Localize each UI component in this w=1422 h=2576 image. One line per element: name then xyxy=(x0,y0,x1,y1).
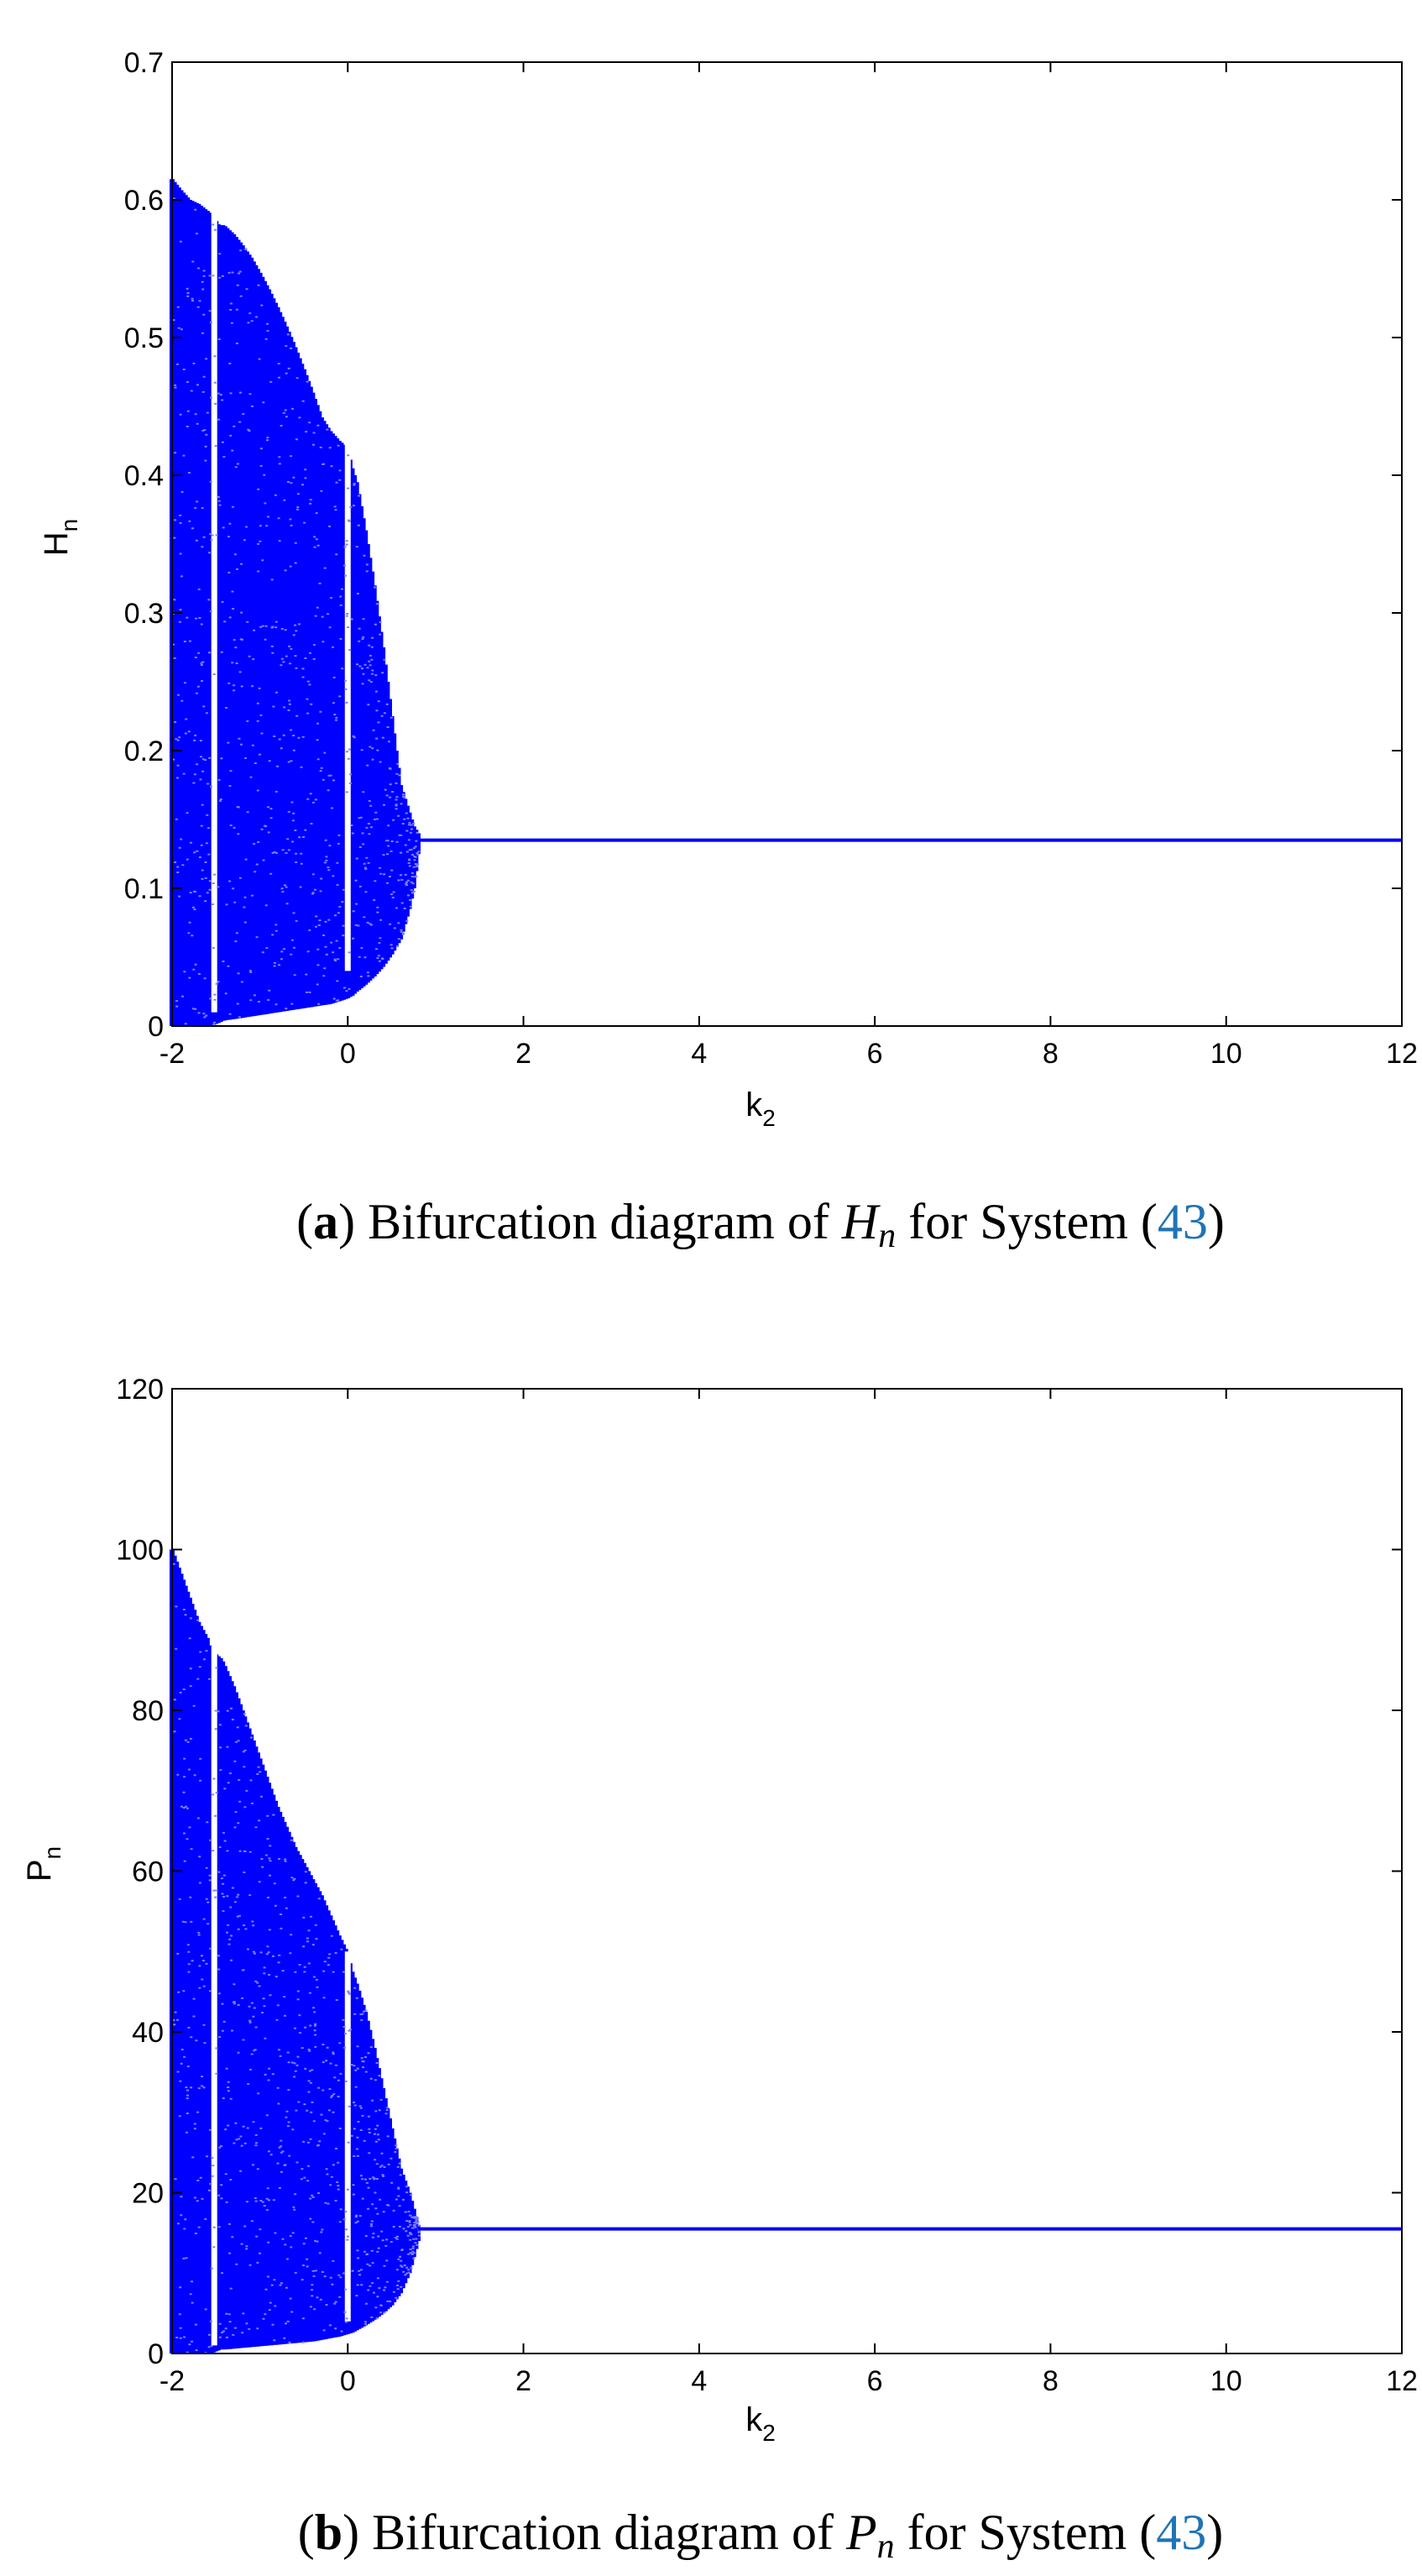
panel-b-y-tick-label: 120 xyxy=(116,1374,164,1406)
panel-a-x-tick-label: 0 xyxy=(340,1038,356,1070)
panel-a-x-tick-label: 8 xyxy=(1043,1038,1059,1070)
panel-a-y-tick-label: 0.4 xyxy=(124,460,164,492)
panel-a-caption: (a) Bifurcation diagram of Hn for System… xyxy=(296,1194,1225,1255)
panel-b-chaotic-band xyxy=(170,1549,421,2353)
panel-b-x-tick-label: 12 xyxy=(1386,2365,1418,2397)
panel-b-y-tick-label: 80 xyxy=(132,1695,164,1727)
panel-a-y-tick-label: 0.7 xyxy=(124,47,164,79)
panel-b-x-tick-label: 4 xyxy=(691,2365,707,2397)
panel-b-x-tick-label: -2 xyxy=(159,2365,185,2397)
panel-b-y-tick-label: 0 xyxy=(148,2338,164,2370)
panel-a-y-tick-label: 0.5 xyxy=(124,322,164,354)
panel-a-x-tick-label: 6 xyxy=(867,1038,883,1070)
panel-a-plot-frame xyxy=(171,61,1403,1027)
panel-b-x-tick-label: 8 xyxy=(1043,2365,1059,2397)
panel-a-data-layer xyxy=(170,179,1402,1026)
panel-b-y-tick-label: 100 xyxy=(116,1535,164,1567)
panel-b-band-texture xyxy=(172,1563,421,2354)
panel-a-y-tick-label: 0 xyxy=(148,1011,164,1043)
panel-a-x-tick-label: 4 xyxy=(691,1038,707,1070)
panel-a-y-tick-label: 0.6 xyxy=(124,185,164,217)
panel-b-data-layer xyxy=(170,1549,1402,2354)
panel-a-x-tick-label: 2 xyxy=(515,1038,531,1070)
panel-b-y-axis-label: Pn xyxy=(21,1846,65,1882)
panel-a-x-tick-label: 10 xyxy=(1210,1038,1242,1070)
panel-b-x-axis-label: k2 xyxy=(745,2401,776,2446)
panel-a-x-tick-label: 12 xyxy=(1386,1038,1418,1070)
panel-a-x-tick-label: -2 xyxy=(159,1038,185,1070)
panel-a-y-tick-label: 0.3 xyxy=(124,598,164,630)
panel-b-caption: (b) Bifurcation diagram of Pn for System… xyxy=(298,2505,1223,2566)
panel-b-x-tick-label: 6 xyxy=(867,2365,883,2397)
panel-b-x-tick-label: 2 xyxy=(515,2365,531,2397)
panel-a-y-axis-label: Hn xyxy=(38,519,82,556)
panel-a-chaotic-band xyxy=(170,179,421,1026)
panel-b-y-tick-label: 20 xyxy=(132,2178,164,2210)
panel-a-y-tick-label: 0.2 xyxy=(124,736,164,767)
panel-a-band-texture xyxy=(172,197,421,1026)
panel-a-x-axis-label: k2 xyxy=(745,1086,776,1131)
panel-a-y-tick-label: 0.1 xyxy=(124,873,164,905)
panel-b-x-tick-label: 10 xyxy=(1210,2365,1242,2397)
panel-b-x-tick-label: 0 xyxy=(340,2365,356,2397)
panel-b-y-tick-label: 60 xyxy=(132,1856,164,1888)
panel-b-y-tick-label: 40 xyxy=(132,2017,164,2049)
